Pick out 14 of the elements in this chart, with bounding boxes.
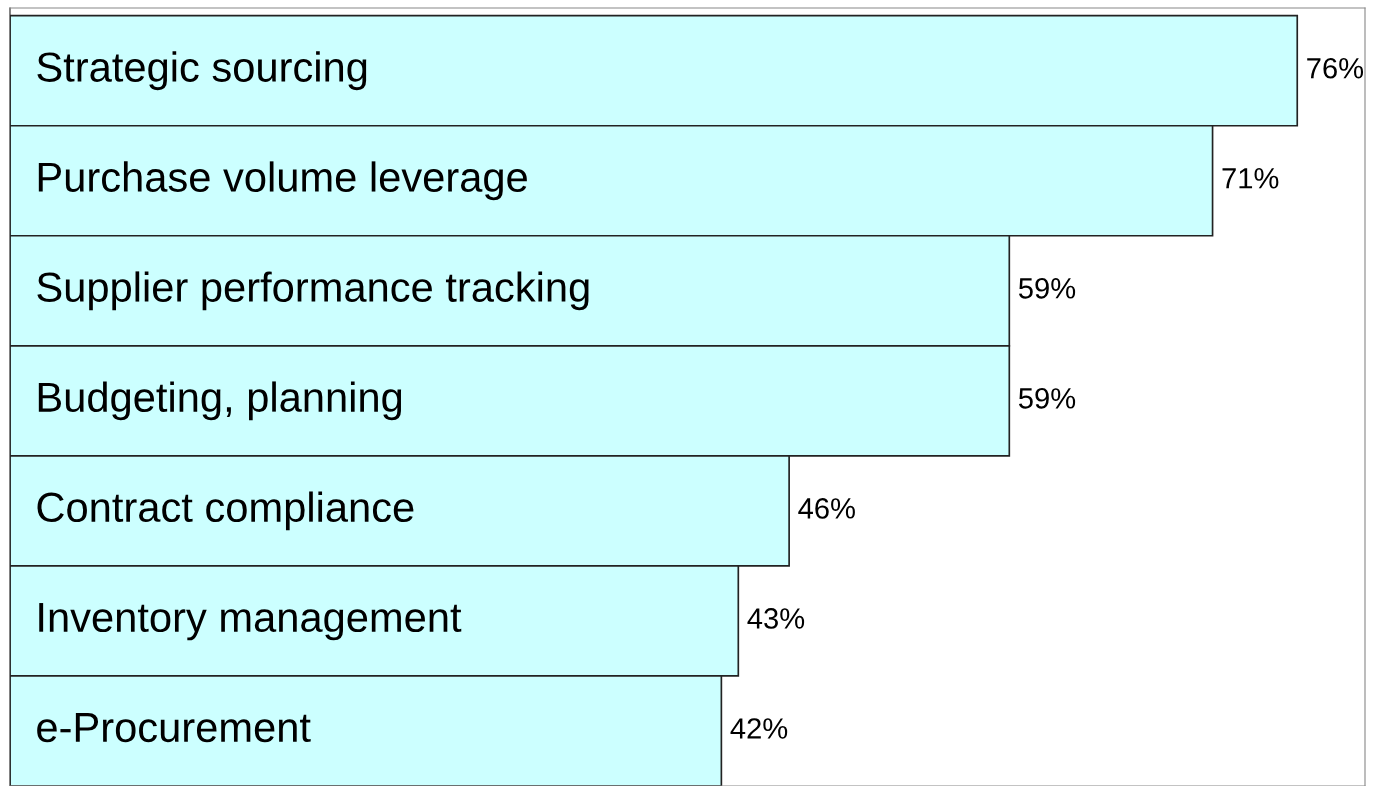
data-label: 76% [1307, 57, 1364, 79]
y-tick-label: Inventory management [39, 603, 462, 641]
data-label: 43% [747, 608, 805, 629]
data-label: 46% [798, 498, 855, 519]
y-tick-label: Strategic sourcing [37, 51, 367, 91]
data-label: 59% [1018, 277, 1076, 299]
data-label: 42% [730, 718, 788, 739]
y-tick-label: e-Procurement [37, 713, 311, 743]
y-tick-label: Contract compliance [37, 491, 414, 531]
y-tick-label: Budgeting, planning [38, 381, 402, 421]
data-label: 71% [1222, 168, 1279, 189]
data-label: 59% [1018, 388, 1076, 409]
y-tick-label: Purchase volume leverage [38, 161, 527, 201]
y-tick-label: Supplier performance tracking [37, 271, 589, 311]
